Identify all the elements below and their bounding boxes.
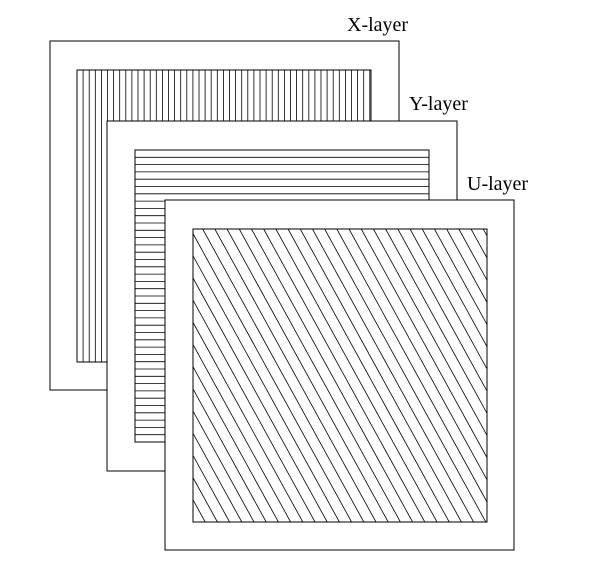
u-hatch-line: [214, 229, 377, 522]
u-hatch-line: [421, 229, 487, 348]
x-layer-label: X-layer: [347, 14, 408, 36]
u-hatch-line: [193, 365, 279, 522]
u-hatch-line: [263, 229, 426, 522]
u-hatch-line: [193, 388, 267, 522]
u-hatch-line: [336, 229, 487, 503]
u-hatch-line: [226, 229, 389, 522]
u-layer-label: U-layer: [467, 173, 528, 195]
u-hatch-line: [193, 254, 340, 522]
u-hatch-line: [193, 321, 304, 522]
u-hatch-line: [251, 229, 413, 522]
u-hatch-line: [202, 229, 365, 522]
u-hatch-line: [193, 299, 316, 522]
u-hatch-line: [324, 229, 487, 522]
y-layer-label: Y-layer: [409, 93, 468, 115]
u-hatch-line: [193, 277, 328, 522]
u-hatch-line: [287, 229, 450, 522]
u-hatch-line: [385, 229, 487, 415]
u-hatch-line: [275, 229, 438, 522]
u-hatch-line: [193, 343, 291, 522]
u-layer: U-layer: [164, 173, 528, 551]
u-layer-diagonal-hatching: [193, 229, 487, 522]
u-hatch-line: [312, 229, 474, 522]
u-hatch-line: [299, 229, 462, 522]
u-hatch-line: [238, 229, 401, 522]
u-hatch-line: [348, 229, 487, 481]
u-hatch-line: [193, 454, 230, 522]
u-hatch-line: [458, 229, 487, 282]
u-hatch-line: [397, 229, 487, 392]
u-hatch-line: [373, 229, 487, 437]
u-hatch-line: [409, 229, 487, 370]
u-hatch-line: [193, 410, 255, 522]
u-hatch-line: [360, 229, 487, 459]
u-hatch-line: [434, 229, 487, 326]
u-hatch-line: [193, 432, 243, 522]
u-hatch-line: [446, 229, 487, 304]
u-hatch-line: [193, 232, 352, 522]
